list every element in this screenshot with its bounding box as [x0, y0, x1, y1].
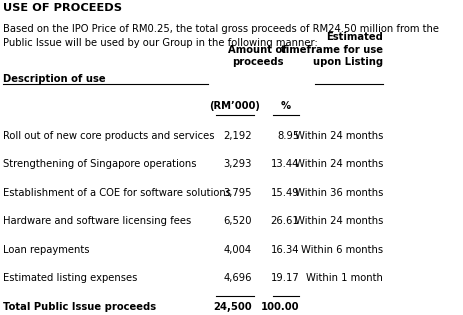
- Text: Amount of
proceeds: Amount of proceeds: [228, 45, 287, 67]
- Text: 8.95: 8.95: [277, 131, 300, 141]
- Text: Description of use: Description of use: [3, 74, 106, 84]
- Text: USE OF PROCEEDS: USE OF PROCEEDS: [3, 3, 122, 13]
- Text: Total Public Issue proceeds: Total Public Issue proceeds: [3, 302, 156, 312]
- Text: 26.61: 26.61: [271, 216, 300, 226]
- Text: 3,795: 3,795: [223, 188, 252, 198]
- Text: Estimated listing expenses: Estimated listing expenses: [3, 273, 137, 283]
- Text: Roll out of new core products and services: Roll out of new core products and servic…: [3, 131, 214, 141]
- Text: Within 24 months: Within 24 months: [294, 131, 383, 141]
- Text: 6,520: 6,520: [223, 216, 252, 226]
- Text: Loan repayments: Loan repayments: [3, 245, 89, 255]
- Text: Within 1 month: Within 1 month: [306, 273, 383, 283]
- Text: (RM’000): (RM’000): [209, 101, 260, 111]
- Text: Strengthening of Singapore operations: Strengthening of Singapore operations: [3, 159, 196, 169]
- Text: 4,696: 4,696: [223, 273, 252, 283]
- Text: 16.34: 16.34: [271, 245, 300, 255]
- Text: Hardware and software licensing fees: Hardware and software licensing fees: [3, 216, 191, 226]
- Text: 4,004: 4,004: [224, 245, 252, 255]
- Text: 2,192: 2,192: [223, 131, 252, 141]
- Text: Estimated
timeframe for use
upon Listing: Estimated timeframe for use upon Listing: [281, 32, 383, 67]
- Text: 13.44: 13.44: [271, 159, 300, 169]
- Text: %: %: [281, 101, 291, 111]
- Text: 15.49: 15.49: [271, 188, 300, 198]
- Text: Within 6 months: Within 6 months: [301, 245, 383, 255]
- Text: 3,293: 3,293: [224, 159, 252, 169]
- Text: 24,500: 24,500: [213, 302, 252, 312]
- Text: Within 36 months: Within 36 months: [294, 188, 383, 198]
- Text: Within 24 months: Within 24 months: [294, 216, 383, 226]
- Text: Based on the IPO Price of RM0.25, the total gross proceeds of RM24.50 million fr: Based on the IPO Price of RM0.25, the to…: [3, 24, 439, 48]
- Text: 19.17: 19.17: [271, 273, 300, 283]
- Text: Establishment of a COE for software solutions: Establishment of a COE for software solu…: [3, 188, 231, 198]
- Text: Within 24 months: Within 24 months: [294, 159, 383, 169]
- Text: 100.00: 100.00: [261, 302, 300, 312]
